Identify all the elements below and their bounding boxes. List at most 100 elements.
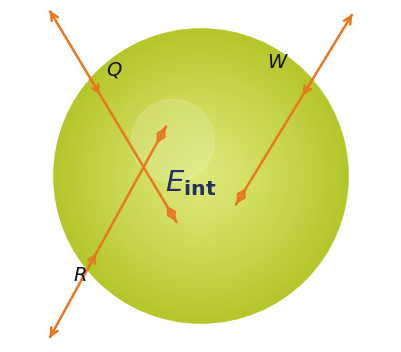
Circle shape — [140, 115, 261, 237]
Circle shape — [148, 123, 253, 229]
Circle shape — [96, 71, 305, 281]
Circle shape — [194, 170, 207, 182]
Circle shape — [149, 124, 252, 228]
Text: $\boldsymbol{\mathit{E}}_{\mathbf{int}}$: $\boldsymbol{\mathit{E}}_{\mathbf{int}}$ — [164, 168, 216, 198]
Circle shape — [144, 120, 257, 232]
Circle shape — [59, 34, 342, 318]
Text: $W$: $W$ — [267, 54, 289, 73]
Circle shape — [97, 73, 304, 279]
Circle shape — [165, 140, 236, 212]
Circle shape — [199, 175, 202, 177]
Circle shape — [103, 78, 298, 274]
Circle shape — [112, 87, 289, 265]
Circle shape — [128, 103, 273, 249]
Circle shape — [158, 133, 243, 219]
Circle shape — [63, 38, 338, 314]
Circle shape — [175, 151, 226, 201]
Circle shape — [172, 148, 229, 204]
Circle shape — [115, 90, 286, 262]
Circle shape — [93, 68, 308, 284]
Circle shape — [90, 65, 311, 287]
Circle shape — [106, 81, 295, 271]
Circle shape — [133, 108, 268, 244]
Circle shape — [121, 96, 280, 256]
Circle shape — [131, 107, 270, 245]
Circle shape — [156, 132, 245, 220]
Circle shape — [139, 114, 262, 238]
Circle shape — [168, 144, 233, 208]
Circle shape — [178, 154, 223, 198]
Circle shape — [79, 55, 322, 297]
Circle shape — [87, 62, 314, 290]
Circle shape — [125, 101, 276, 251]
Circle shape — [134, 109, 267, 243]
Circle shape — [161, 136, 240, 216]
Circle shape — [155, 130, 246, 222]
Circle shape — [181, 157, 220, 195]
Circle shape — [53, 28, 348, 324]
Circle shape — [105, 80, 296, 272]
Circle shape — [190, 166, 211, 186]
Circle shape — [164, 139, 237, 213]
Circle shape — [74, 49, 327, 303]
Circle shape — [56, 31, 345, 321]
Circle shape — [119, 95, 282, 257]
Circle shape — [127, 102, 274, 250]
Circle shape — [143, 118, 258, 234]
Circle shape — [122, 98, 279, 254]
Text: $R$: $R$ — [73, 267, 86, 285]
Circle shape — [85, 61, 316, 291]
Circle shape — [100, 75, 301, 277]
Circle shape — [180, 155, 221, 197]
Text: $Q$: $Q$ — [106, 61, 123, 80]
Circle shape — [162, 138, 239, 214]
Circle shape — [166, 142, 235, 210]
Circle shape — [81, 56, 320, 296]
Circle shape — [146, 121, 255, 231]
Circle shape — [84, 59, 317, 293]
Circle shape — [131, 99, 214, 182]
Circle shape — [130, 105, 271, 247]
Circle shape — [142, 117, 259, 235]
Circle shape — [111, 86, 290, 266]
Circle shape — [83, 58, 318, 294]
Circle shape — [94, 70, 307, 282]
Circle shape — [118, 93, 283, 259]
Circle shape — [177, 152, 224, 200]
Circle shape — [116, 92, 285, 260]
Circle shape — [184, 160, 217, 192]
Circle shape — [57, 33, 344, 319]
Circle shape — [72, 48, 329, 304]
Circle shape — [78, 53, 323, 299]
Circle shape — [109, 84, 292, 268]
Circle shape — [62, 37, 339, 315]
Circle shape — [68, 43, 333, 309]
Circle shape — [192, 167, 209, 185]
Circle shape — [153, 129, 248, 223]
Circle shape — [189, 164, 212, 188]
Circle shape — [152, 127, 249, 225]
Circle shape — [89, 64, 312, 288]
Circle shape — [137, 112, 264, 240]
Circle shape — [113, 89, 288, 263]
Circle shape — [69, 44, 332, 308]
Circle shape — [186, 161, 215, 191]
Circle shape — [124, 99, 277, 253]
Circle shape — [187, 163, 214, 189]
Circle shape — [61, 36, 340, 316]
Circle shape — [159, 134, 242, 218]
Circle shape — [55, 30, 346, 322]
Circle shape — [183, 158, 218, 194]
Circle shape — [75, 50, 326, 302]
Circle shape — [193, 169, 208, 183]
Circle shape — [136, 111, 265, 241]
Circle shape — [170, 145, 231, 207]
Circle shape — [71, 46, 330, 306]
Circle shape — [66, 42, 335, 310]
Circle shape — [174, 149, 227, 203]
Circle shape — [107, 83, 294, 269]
Circle shape — [102, 77, 299, 275]
Circle shape — [77, 52, 324, 300]
Circle shape — [171, 146, 230, 206]
Circle shape — [196, 171, 205, 181]
